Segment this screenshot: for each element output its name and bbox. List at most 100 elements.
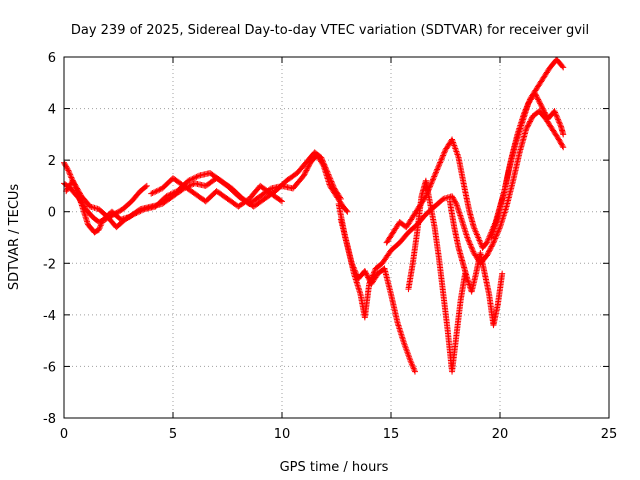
data-point: [430, 176, 437, 183]
data-point: [300, 172, 307, 179]
data-point: [495, 228, 502, 235]
data-point: [428, 179, 435, 186]
data-point: [539, 104, 546, 111]
data-point: [538, 102, 545, 109]
data-point: [410, 364, 417, 371]
data-point: [320, 158, 327, 165]
data-point: [319, 157, 326, 164]
data-point: [433, 167, 440, 174]
data-point: [558, 141, 565, 148]
data-point: [325, 172, 332, 179]
data-point: [361, 268, 368, 275]
data-point: [327, 177, 334, 184]
data-point: [467, 241, 474, 248]
data-point: [318, 155, 325, 162]
data-point: [535, 97, 542, 104]
x-tick-label: 15: [383, 427, 400, 442]
data-point: [321, 163, 328, 170]
series-track-4: [148, 175, 285, 210]
y-axis-label: SDTVAR / TECUs: [7, 184, 22, 291]
data-point: [495, 226, 502, 233]
data-point: [189, 175, 196, 182]
data-point: [67, 173, 74, 180]
data-point: [328, 179, 335, 186]
data-point: [73, 184, 80, 191]
data-point: [164, 192, 171, 199]
y-tick-label: 2: [48, 154, 56, 169]
data-point: [527, 117, 534, 124]
data-point: [303, 167, 310, 174]
data-point: [555, 116, 562, 123]
data-point: [542, 112, 549, 119]
data-point: [304, 166, 311, 173]
data-point: [556, 120, 563, 127]
data-point: [552, 110, 559, 117]
data-point: [364, 273, 371, 280]
y-tick-label: -8: [43, 412, 56, 427]
data-point: [65, 167, 72, 174]
data-point: [337, 195, 344, 202]
data-point: [470, 224, 477, 231]
data-point: [525, 100, 532, 107]
data-point: [130, 211, 137, 218]
grid-lines: [64, 57, 609, 418]
y-tick-label: 4: [48, 103, 56, 118]
data-point: [68, 174, 75, 181]
data-point: [431, 172, 438, 179]
data-point: [367, 276, 374, 283]
data-point: [434, 165, 441, 172]
data-point: [371, 268, 378, 275]
data-point: [320, 160, 327, 167]
data-point: [193, 173, 200, 180]
data-point: [129, 212, 136, 219]
data-point: [559, 63, 566, 70]
data-point: [464, 235, 471, 242]
data-point: [142, 183, 149, 190]
data-point: [477, 238, 484, 245]
data-point: [134, 209, 141, 216]
data-point: [541, 109, 548, 116]
data-point: [525, 122, 532, 129]
data-point: [318, 154, 325, 161]
data-point: [330, 184, 337, 191]
data-point: [540, 106, 547, 113]
data-point: [553, 113, 560, 120]
data-point: [407, 358, 414, 365]
data-point: [475, 234, 482, 241]
data-point: [61, 161, 68, 168]
data-point: [542, 110, 549, 117]
data-point: [63, 164, 70, 171]
data-point: [487, 246, 494, 253]
data-point: [558, 140, 565, 147]
data-point: [408, 359, 415, 366]
data-point: [451, 197, 458, 204]
data-point: [537, 101, 544, 108]
data-point: [555, 117, 562, 124]
x-tick-label: 0: [60, 427, 68, 442]
data-point: [435, 162, 442, 169]
y-tick-label: 6: [48, 51, 56, 66]
y-tick-label: 0: [48, 206, 56, 221]
data-point: [97, 222, 104, 229]
data-point: [65, 168, 72, 175]
data-point: [324, 168, 331, 175]
x-tick-label: 20: [492, 427, 509, 442]
data-point: [437, 159, 444, 166]
data-point: [322, 165, 329, 172]
data-point: [521, 109, 528, 116]
data-point: [554, 115, 561, 122]
data-point: [526, 98, 533, 105]
y-tick-label: -2: [43, 257, 56, 272]
data-point: [74, 186, 81, 193]
data-point: [441, 148, 448, 155]
data-point: [305, 163, 312, 170]
data-point: [69, 177, 76, 184]
data-point: [95, 226, 102, 233]
data-point: [492, 235, 499, 242]
data-point: [98, 219, 105, 226]
data-point: [168, 190, 175, 197]
data-point: [363, 271, 370, 278]
data-point: [477, 240, 484, 247]
data-point: [301, 171, 308, 178]
data-point: [324, 170, 331, 177]
